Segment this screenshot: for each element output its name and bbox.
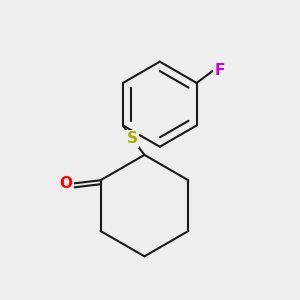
Text: F: F bbox=[214, 63, 225, 78]
Text: O: O bbox=[59, 176, 72, 191]
Text: S: S bbox=[127, 131, 138, 146]
